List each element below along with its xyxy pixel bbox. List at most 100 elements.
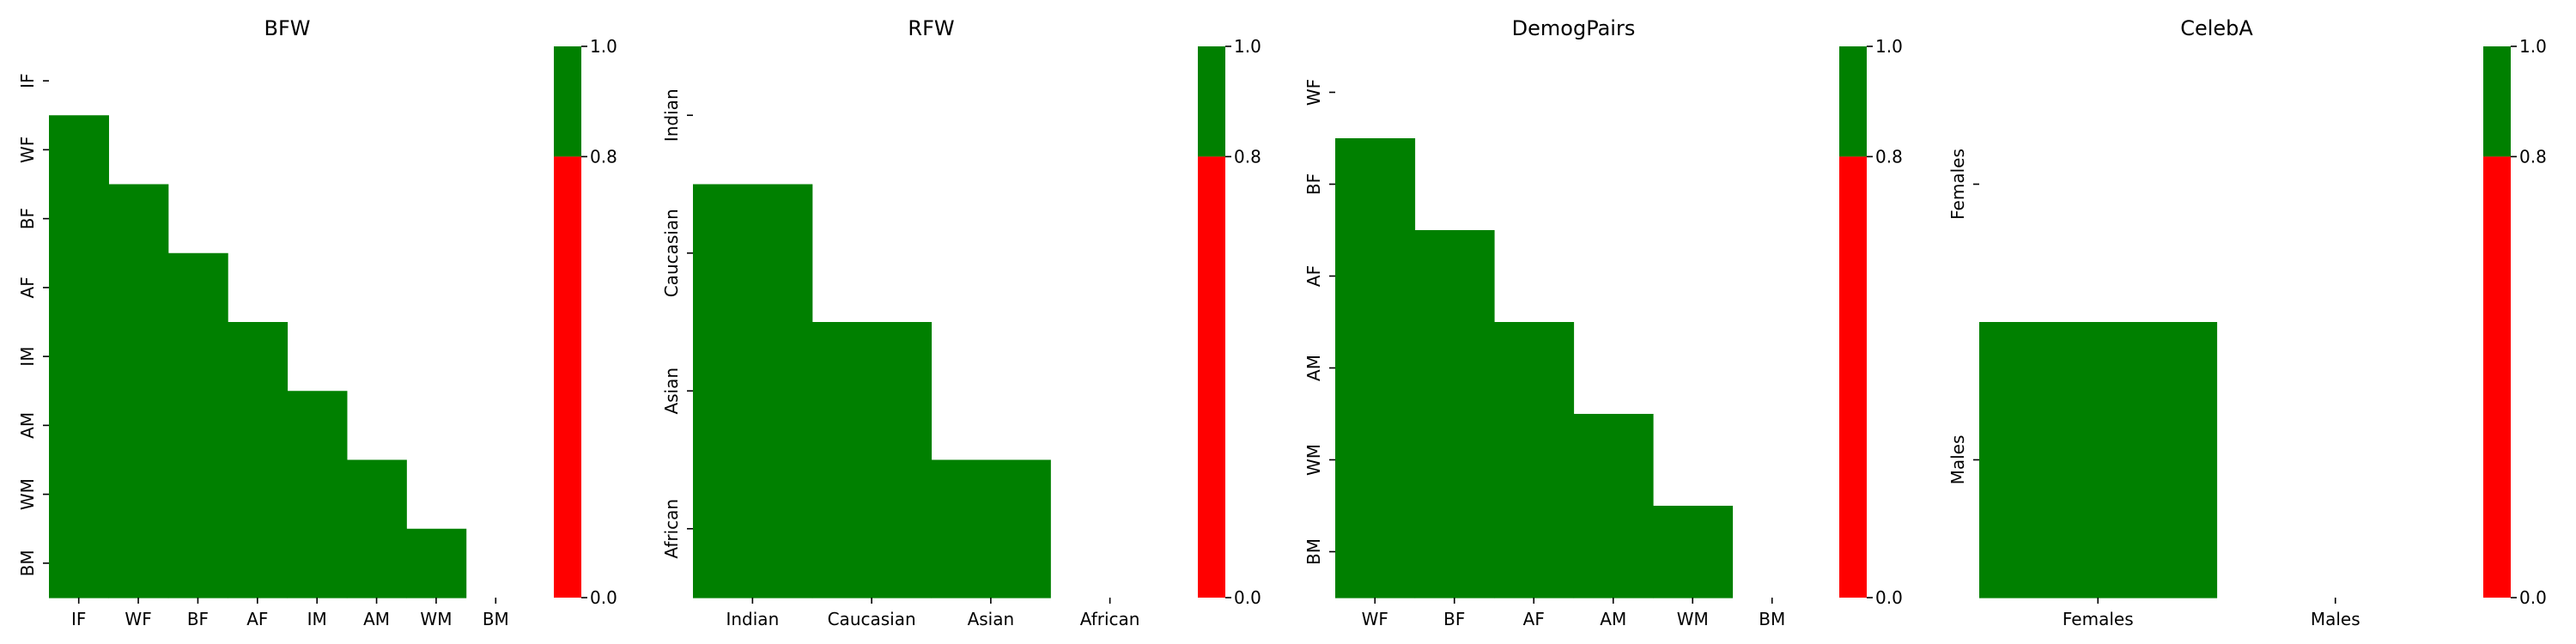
y-tick-label: Asian xyxy=(661,368,682,415)
heatmap-cell xyxy=(287,391,348,461)
y-tick-label: BM xyxy=(1303,538,1324,565)
x-tick-label: BF xyxy=(1443,609,1465,629)
colorbar-below-segment xyxy=(1839,156,1867,598)
colorbar-below-segment xyxy=(554,156,581,598)
colorbar-tick-label: 0.8 xyxy=(1234,146,1261,167)
heatmap-cell xyxy=(1494,414,1575,507)
y-tick-label: IM xyxy=(17,347,38,367)
y-tick-label: Males xyxy=(1947,435,1968,485)
colorbar-tick-label: 1.0 xyxy=(2519,36,2547,57)
y-tick-label: African xyxy=(661,499,682,559)
heatmap-cell xyxy=(1414,230,1495,323)
heatmap-cell xyxy=(228,391,289,461)
heatmap-cell xyxy=(693,184,813,323)
x-tick-label: IM xyxy=(307,609,327,629)
heatmap-panel-1: BFW IF WF BF AF IM AM WM BM IF WF BF AF IM AM WM BM 0.0 0.… xyxy=(17,16,617,629)
chart-title: BFW xyxy=(264,16,311,40)
y-tick-label: BM xyxy=(17,550,38,576)
y-tick-label: AF xyxy=(17,276,38,298)
heatmap-cell xyxy=(1494,506,1575,598)
heatmap-cell xyxy=(346,528,407,598)
y-tick-label: WM xyxy=(17,478,38,510)
heatmap-cell xyxy=(108,528,169,598)
colorbar-tick-label: 0.0 xyxy=(590,587,617,608)
heatmap-cell xyxy=(167,252,228,323)
heatmap-panel-3: DemogPairs WF BF AF AM WM BM WF BF AF AM WM BM 0.0 0.8… xyxy=(1303,16,1903,629)
chart-title: RFW xyxy=(908,16,954,40)
colorbar-below-segment xyxy=(1198,156,1225,598)
heatmap-cell xyxy=(1653,506,1734,598)
heatmap-cell xyxy=(49,528,109,598)
x-tick-label: AM xyxy=(363,609,390,629)
heatmap-cell xyxy=(167,528,228,598)
heatmap-cell xyxy=(693,322,813,461)
colorbar-tick-label: 1.0 xyxy=(590,36,617,57)
heatmap-cell xyxy=(1335,138,1416,231)
heatmap-cell xyxy=(49,322,109,392)
x-tick-label: AF xyxy=(246,609,268,629)
colorbar-below-segment xyxy=(2483,156,2511,598)
heatmap-cell xyxy=(1979,322,2218,598)
x-tick-label: WF xyxy=(1362,609,1388,629)
x-tick-label: Caucasian xyxy=(828,609,916,629)
colorbar-tick-label: 0.0 xyxy=(1875,587,1903,608)
y-tick-label: WF xyxy=(1303,79,1324,106)
x-tick-label: WM xyxy=(420,609,452,629)
colorbar-tick-label: 1.0 xyxy=(1234,36,1261,57)
x-tick-label: BF xyxy=(187,609,209,629)
y-tick-label: WM xyxy=(1303,444,1324,476)
heatmap-cell xyxy=(228,528,289,598)
heatmap-cell xyxy=(49,184,109,254)
heatmap-cell xyxy=(1414,414,1495,507)
heatmap-cell xyxy=(693,459,813,598)
colorbar-above-segment xyxy=(2483,46,2511,157)
heatmap-cell xyxy=(167,459,228,530)
heatmap-cell xyxy=(49,391,109,461)
heatmap-cell xyxy=(1335,322,1416,415)
heatmap-cell xyxy=(108,459,169,530)
y-tick-label: BF xyxy=(17,208,38,229)
heatmap-panel-2: RFW Indian Caucasian Asian African Indian Cauc… xyxy=(661,16,1261,629)
heatmap-cell xyxy=(1414,506,1495,598)
x-tick-label: WM xyxy=(1677,609,1709,629)
heatmap-cell xyxy=(108,184,169,254)
colorbar-tick-label: 0.0 xyxy=(1234,587,1261,608)
heatmap-cell xyxy=(287,528,348,598)
heatmap-cell xyxy=(49,115,109,185)
heatmap-cell xyxy=(1573,414,1654,507)
y-tick-label: IF xyxy=(17,73,38,88)
x-tick-label: WF xyxy=(125,609,151,629)
colorbar-tick-label: 1.0 xyxy=(1875,36,1903,57)
y-tick-label: Indian xyxy=(661,88,682,142)
heatmap-cell xyxy=(49,252,109,323)
y-tick-label: Caucasian xyxy=(661,209,682,297)
x-tick-label: Females xyxy=(2063,609,2134,629)
colorbar-above-segment xyxy=(1839,46,1867,157)
heatmap-cell xyxy=(108,391,169,461)
y-tick-label: BF xyxy=(1303,173,1324,195)
y-tick-label: AM xyxy=(17,412,38,439)
colorbar-tick-label: 0.8 xyxy=(2519,146,2547,167)
x-tick-label: AM xyxy=(1600,609,1626,629)
heatmap-cell xyxy=(167,322,228,392)
heatmap-cell xyxy=(167,391,228,461)
heatmap-cell xyxy=(1335,506,1416,598)
x-tick-label: BM xyxy=(1759,609,1785,629)
heatmap-cell xyxy=(1573,506,1654,598)
x-tick-label: IF xyxy=(71,609,86,629)
chart-title: CelebA xyxy=(2180,16,2253,40)
heatmap-cell xyxy=(811,459,933,598)
heatmap-cell xyxy=(228,322,289,392)
heatmap-panel-4: CelebA Females Males Females Males 0.0 0.8 1.0 xyxy=(1947,16,2547,629)
heatmap-cell xyxy=(931,459,1051,598)
colorbar-tick-label: 0.8 xyxy=(590,146,617,167)
heatmap-cell xyxy=(1494,322,1575,415)
x-tick-label: AF xyxy=(1523,609,1545,629)
x-tick-label: BM xyxy=(483,609,509,629)
heatmap-cell xyxy=(1335,230,1416,323)
y-tick-label: AM xyxy=(1303,355,1324,381)
y-tick-label: WF xyxy=(17,137,38,163)
chart-title: DemogPairs xyxy=(1512,16,1636,40)
heatmap-cell xyxy=(811,322,933,461)
